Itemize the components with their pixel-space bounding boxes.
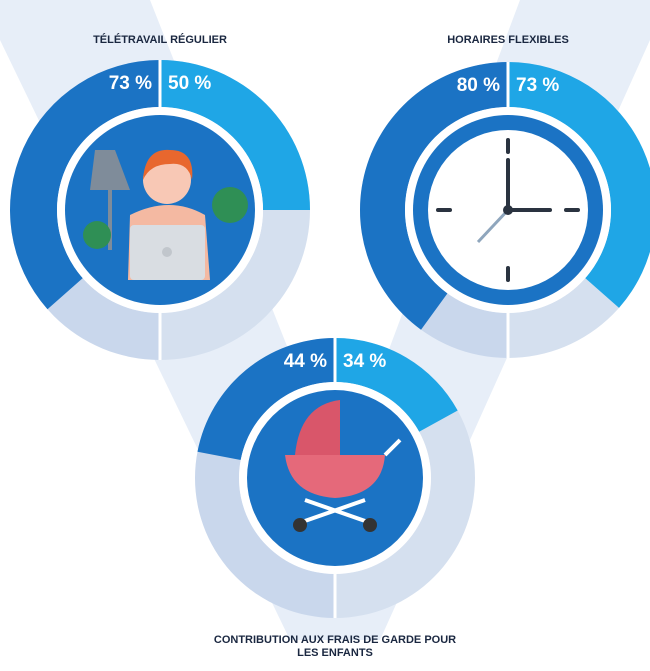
gauge-arc xyxy=(508,62,650,308)
value-label: 34 % xyxy=(343,351,386,372)
value-label: 73 % xyxy=(109,73,152,94)
gauge-title: TÉLÉTRAVAIL RÉGULIER xyxy=(93,34,227,46)
stroller-icon xyxy=(247,390,423,566)
clock-icon xyxy=(413,115,603,305)
gauge-arc xyxy=(359,62,508,330)
gauge-arc xyxy=(9,60,161,310)
value-label: 80 % xyxy=(457,75,500,96)
gauge-arc xyxy=(197,338,335,461)
gauge-title: HORAIRES FLEXIBLES xyxy=(447,34,569,46)
value-label: 50 % xyxy=(168,73,211,94)
value-label: 44 % xyxy=(284,351,327,372)
value-label: 73 % xyxy=(516,75,559,96)
gauge-title: CONTRIBUTION AUX FRAIS DE GARDE POUR LES… xyxy=(213,634,457,659)
remote-work-icon xyxy=(65,115,255,305)
gauge-arc xyxy=(335,338,458,432)
gauge-arc xyxy=(160,60,310,210)
